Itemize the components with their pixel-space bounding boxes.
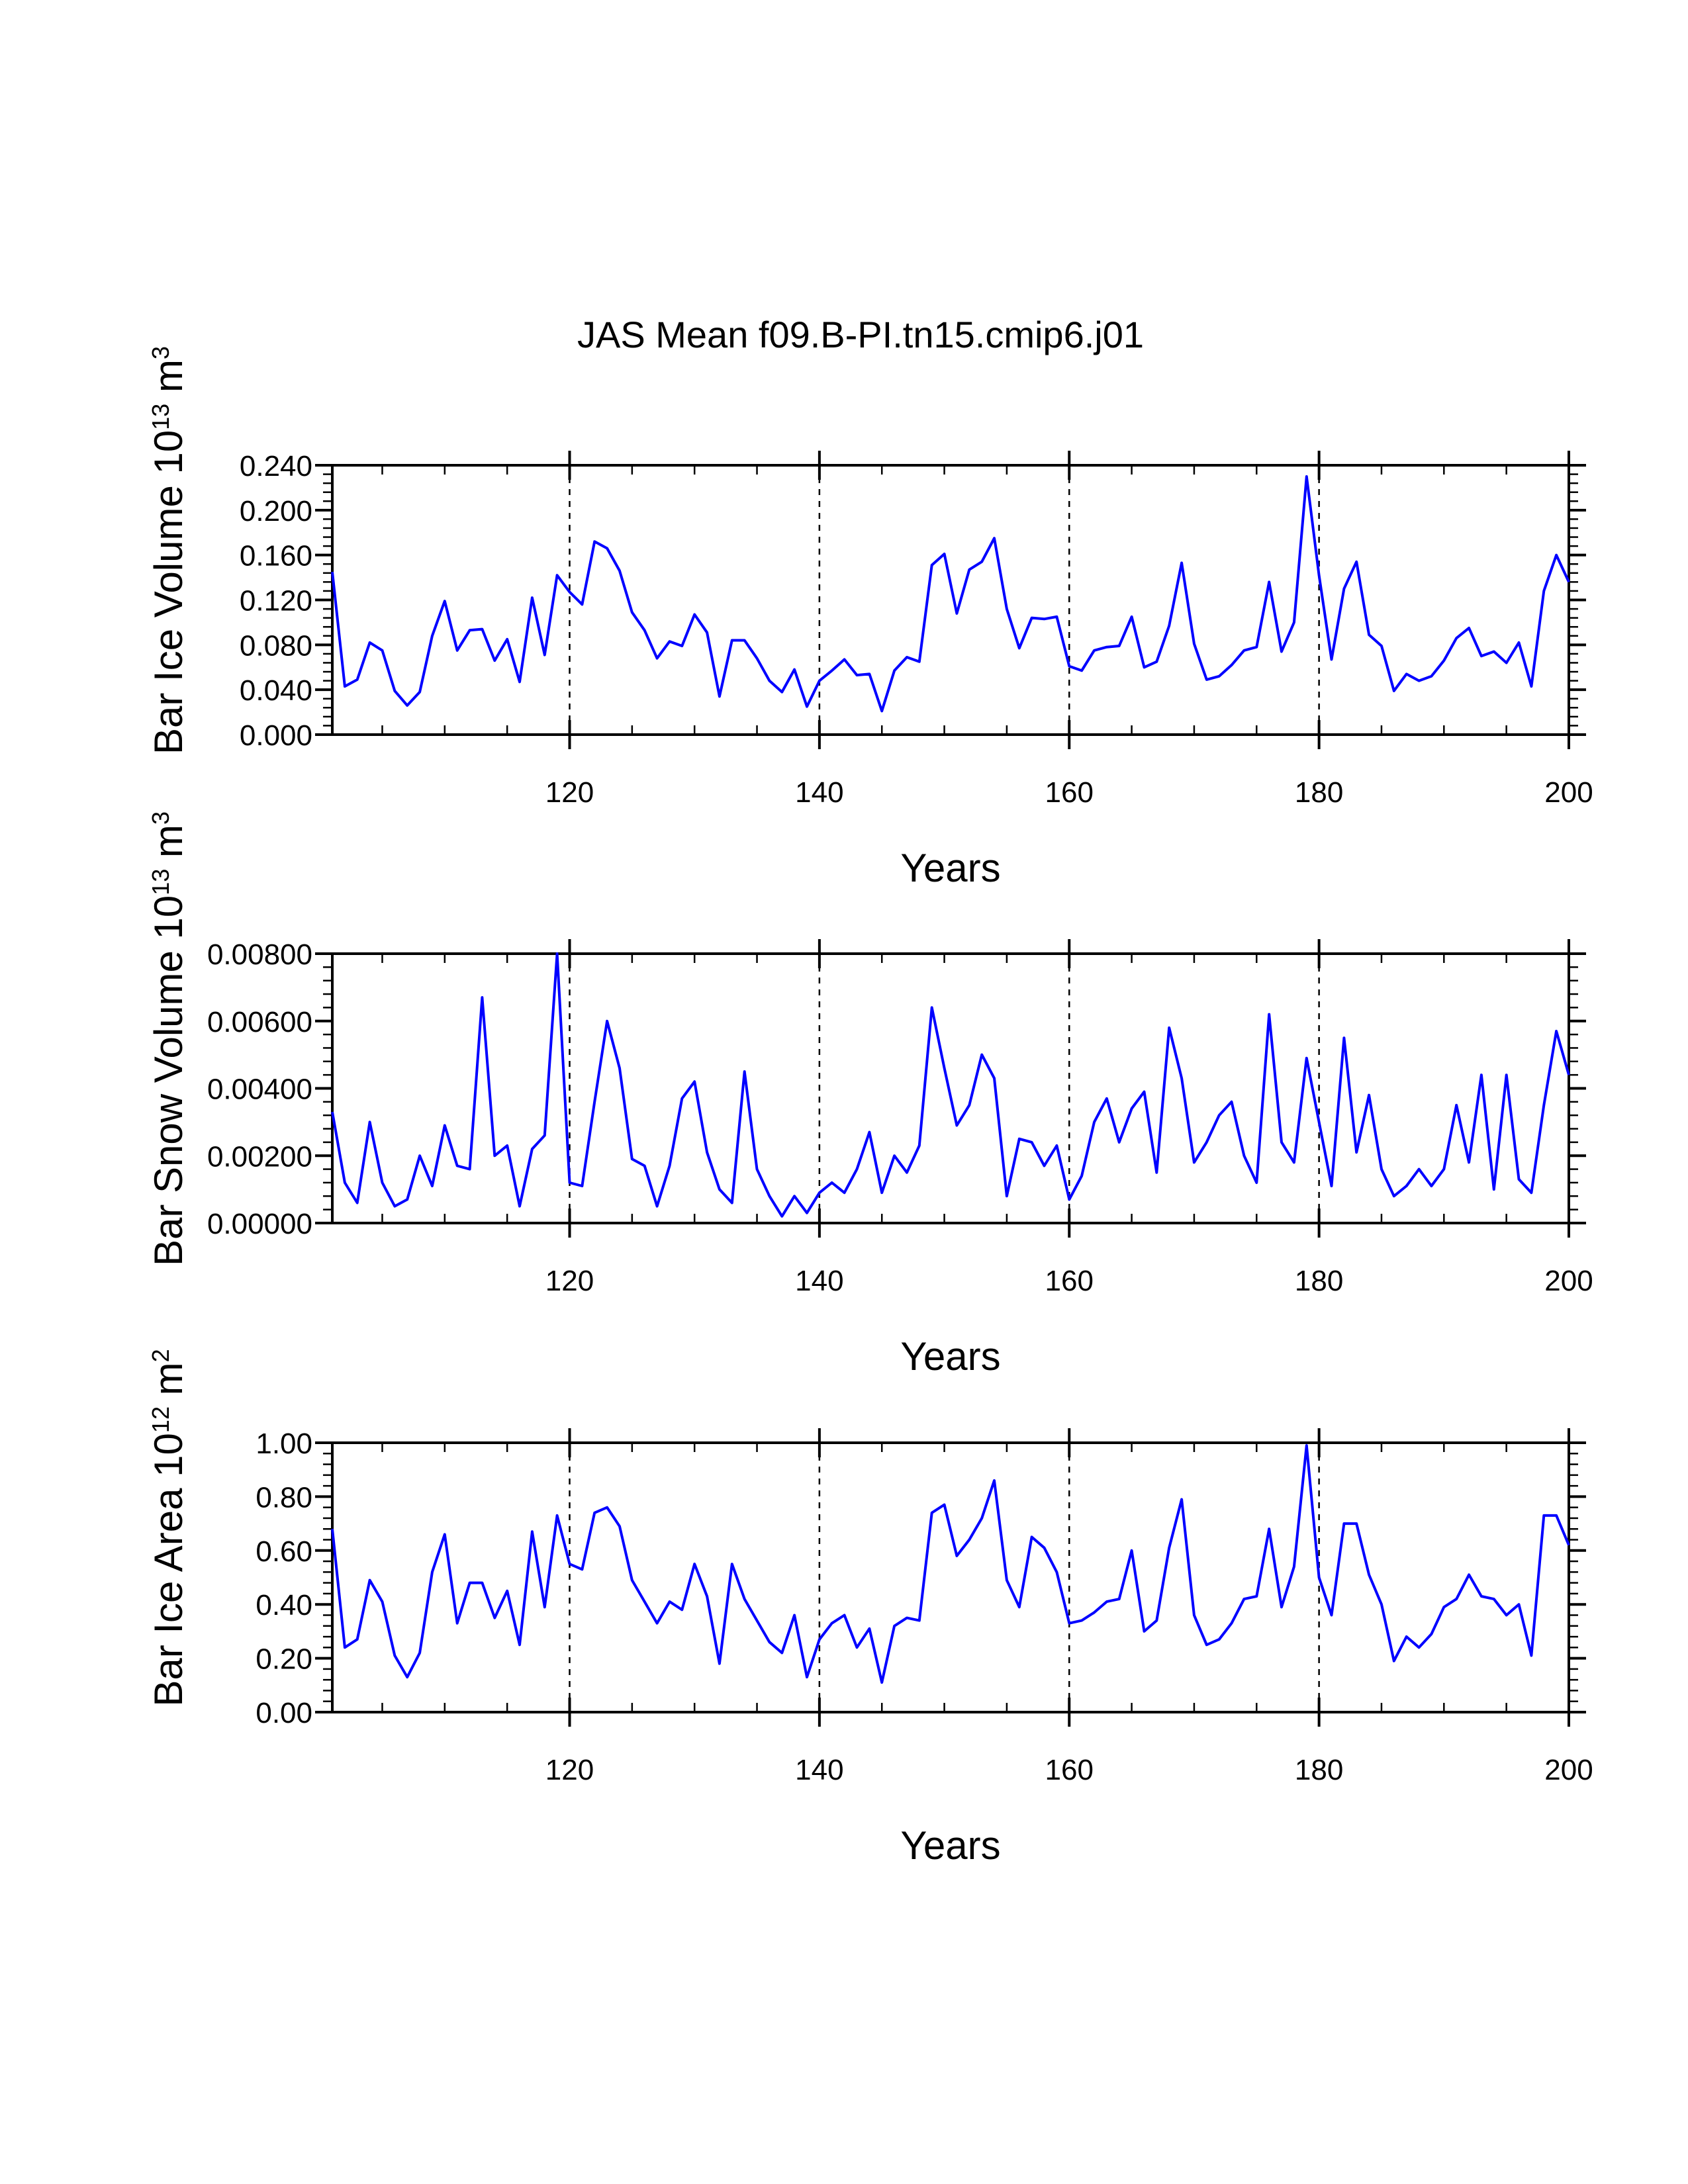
x-tick-label: 180 (1295, 1265, 1343, 1297)
x-tick-label: 120 (545, 1754, 594, 1786)
x-tick-label: 120 (545, 1265, 594, 1297)
y-tick-label: 0.160 (240, 540, 312, 572)
panel-ice-volume: Years Bar Ice Volume 1013 m3 120 140 160 18… (146, 346, 1593, 890)
y-tick-label: 0.00000 (207, 1208, 312, 1240)
y-tick-label: 0.080 (240, 629, 312, 662)
y-tick-label: 0.120 (240, 585, 312, 617)
y-tick-label: 0.200 (240, 495, 312, 527)
ylabel-superscript-exponent: 12 (147, 1406, 174, 1433)
panel-2-y-axis-title: Bar Snow Volume 1013 m3 (146, 811, 191, 1266)
x-tick-label: 180 (1295, 776, 1343, 809)
panel-2-x-axis-title: Years (900, 1334, 1000, 1379)
ylabel-main: Bar Ice Area 10 (146, 1433, 191, 1707)
x-tick-label: 140 (795, 1754, 843, 1786)
x-tick-label: 200 (1544, 1754, 1593, 1786)
figure-title: JAS Mean f09.B-PI.tn15.cmip6.j01 (577, 314, 1144, 355)
x-tick-label: 160 (1045, 1265, 1094, 1297)
y-tick-label: 0.040 (240, 674, 312, 707)
ylabel-superscript-unit-power: 3 (147, 346, 174, 359)
panel-1-y-axis-title: Bar Ice Volume 1013 m3 (146, 346, 191, 754)
panel-3-y-axis-title: Bar Ice Area 1012 m2 (146, 1349, 191, 1706)
y-tick-label: 0.60 (256, 1535, 312, 1568)
x-tick-label: 160 (1045, 776, 1094, 809)
y-tick-label: 0.00 (256, 1697, 312, 1729)
x-tick-label: 140 (795, 776, 843, 809)
x-tick-label: 120 (545, 776, 594, 809)
series-line-snow-volume (331, 952, 1570, 1218)
ylabel-unit: m (146, 825, 191, 869)
series-line-ice-area (331, 1444, 1570, 1684)
ylabel-unit: m (146, 1362, 191, 1406)
ylabel-superscript-unit-power: 3 (147, 811, 174, 825)
panel-1-x-axis-title: Years (900, 846, 1000, 890)
y-tick-label: 0.000 (240, 719, 312, 752)
ylabel-superscript-exponent: 13 (147, 869, 174, 895)
y-tick-label: 0.80 (256, 1481, 312, 1514)
y-tick-label: 1.00 (256, 1428, 312, 1460)
x-tick-label: 160 (1045, 1754, 1094, 1786)
series-line-ice-volume (331, 475, 1570, 713)
ylabel-unit: m (146, 359, 191, 404)
x-tick-label: 200 (1544, 776, 1593, 809)
x-tick-label: 140 (795, 1265, 843, 1297)
y-tick-label: 0.20 (256, 1643, 312, 1676)
ylabel-superscript-exponent: 13 (147, 404, 174, 430)
ylabel-main: Bar Ice Volume 10 (146, 430, 191, 754)
panel-ice-area: Years Bar Ice Area 1012 m2 120 140 160 180 2… (146, 1349, 1593, 1868)
y-tick-label: 0.00800 (207, 938, 312, 971)
y-tick-label: 0.240 (240, 450, 312, 482)
panel-snow-volume: Years Bar Snow Volume 1013 m3 120 140 160 1… (146, 811, 1593, 1379)
plot-frame (331, 1441, 1570, 1713)
ylabel-superscript-unit-power: 2 (147, 1349, 174, 1362)
x-tick-label: 180 (1295, 1754, 1343, 1786)
x-tick-label: 200 (1544, 1265, 1593, 1297)
y-tick-label: 0.00400 (207, 1073, 312, 1106)
y-tick-label: 0.00200 (207, 1140, 312, 1173)
y-tick-label: 0.00600 (207, 1006, 312, 1038)
panel-3-x-axis-title: Years (900, 1823, 1000, 1868)
ylabel-main: Bar Snow Volume 10 (146, 895, 191, 1266)
y-tick-label: 0.40 (256, 1589, 312, 1621)
